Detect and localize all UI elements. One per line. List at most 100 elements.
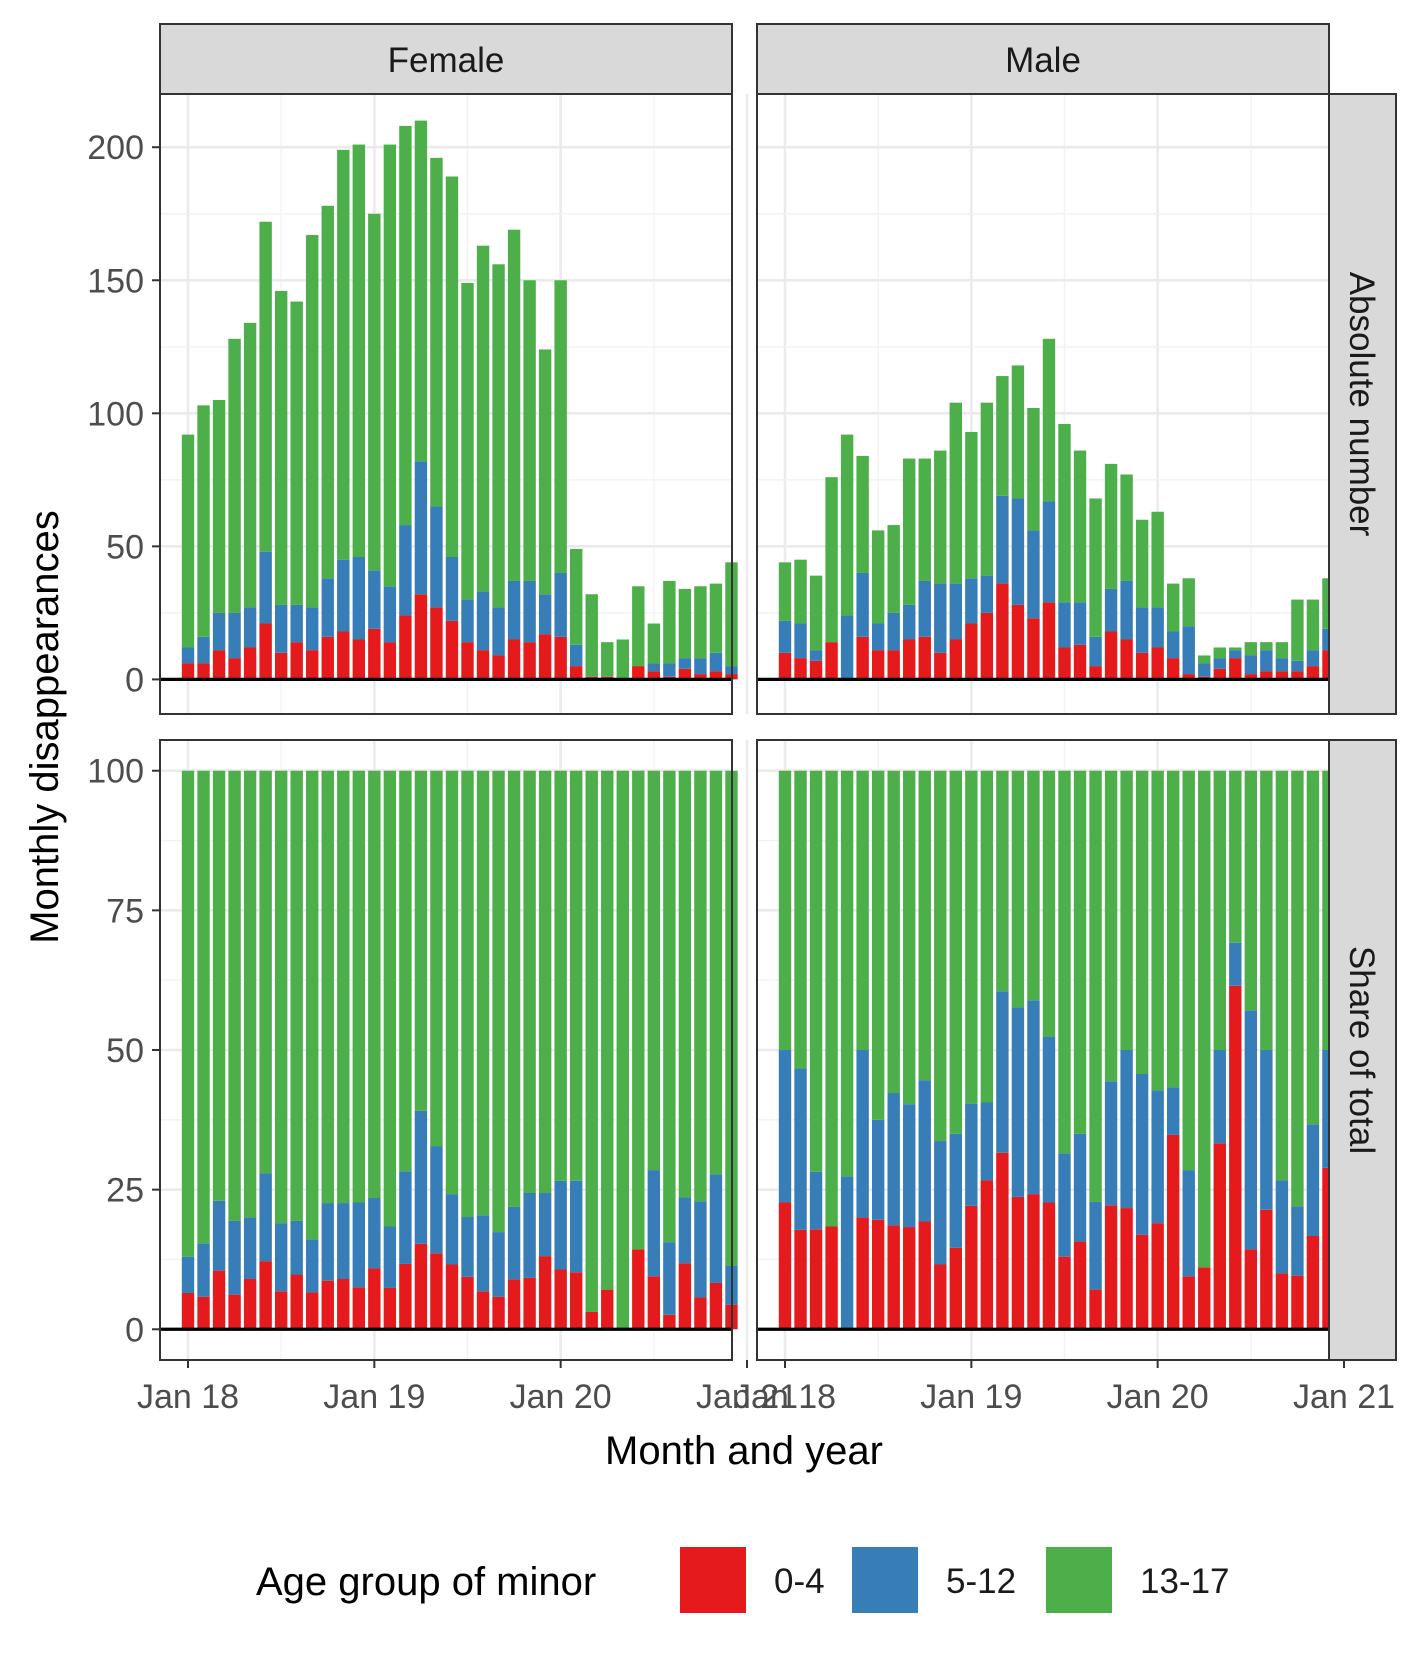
bar-segment-5-12: [1306, 650, 1320, 667]
bar-segment-0-4: [903, 1227, 916, 1330]
bar-segment-13-17: [368, 213, 381, 571]
bar-segment-5-12: [414, 461, 428, 595]
bar-segment-5-12: [678, 1197, 692, 1264]
bar-segment-0-4: [918, 1221, 931, 1330]
bar-segment-13-17: [1151, 511, 1164, 608]
bar-segment-13-17: [1213, 770, 1226, 1050]
bar-segment-5-12: [1135, 607, 1149, 653]
bar-segment-5-12: [569, 644, 583, 667]
legend-item-13-17: 13-17: [1046, 1547, 1230, 1613]
bar-segment-0-4: [1011, 604, 1025, 680]
bar-segment-5-12: [430, 1146, 443, 1254]
bar-segment-0-4: [290, 642, 303, 680]
bar-segment-5-12: [337, 1203, 350, 1280]
x-tick-label: Jan 18: [734, 1378, 836, 1416]
bar-segment-0-4: [1244, 674, 1258, 680]
y-tick-label: 100: [87, 395, 144, 433]
bar-segment-0-4: [1229, 658, 1242, 680]
bar-segment-0-4: [492, 1296, 505, 1330]
bar-segment-13-17: [383, 144, 397, 587]
x-axis-title: Month and year: [605, 1429, 883, 1473]
bar-segment-5-12: [523, 1192, 536, 1278]
bar-segment-13-17: [228, 338, 241, 613]
bar-segment-0-4: [1291, 1275, 1304, 1330]
y-tick-label: 150: [87, 262, 144, 300]
bar-segment-13-17: [1182, 770, 1195, 1171]
bar-segment-13-17: [632, 586, 645, 667]
bar-segment-0-4: [934, 652, 947, 680]
bar-segment-0-4: [1058, 1256, 1071, 1330]
bar-segment-13-17: [1260, 642, 1273, 651]
bar-segment-13-17: [306, 235, 319, 608]
bar-segment-0-4: [694, 674, 707, 680]
bar-segment-5-12: [1011, 1007, 1025, 1197]
bar-segment-0-4: [778, 652, 792, 680]
bar-segment-5-12: [1151, 1090, 1164, 1224]
bar-segment-5-12: [1291, 1206, 1304, 1276]
bar-segment-13-17: [243, 322, 257, 608]
bar-segment-5-12: [949, 583, 963, 640]
bar-segment-13-17: [507, 770, 521, 1207]
bar-segment-0-4: [181, 1292, 195, 1330]
bar-segment-13-17: [554, 770, 567, 1181]
bar-segment-5-12: [1089, 636, 1102, 667]
bar-segment-0-4: [274, 1291, 288, 1330]
bar-segment-0-4: [569, 666, 583, 680]
strip-label: Male: [1005, 41, 1081, 80]
bar-segment-13-17: [259, 770, 272, 1174]
bar-segment-0-4: [601, 1289, 614, 1330]
bar-segment-13-17: [709, 770, 723, 1175]
facet-strip-row-share: Share of total: [1328, 739, 1397, 1361]
bar-segment-0-4: [368, 1268, 381, 1330]
bar-segment-13-17: [492, 264, 505, 608]
bar-segment-5-12: [840, 1176, 854, 1330]
bar-segment-5-12: [809, 1171, 823, 1230]
bar-segment-0-4: [694, 1297, 707, 1330]
bar-segment-5-12: [476, 591, 490, 651]
bar-segment-5-12: [259, 551, 272, 624]
bar-segment-5-12: [523, 580, 536, 643]
bar-segment-0-4: [825, 1226, 838, 1330]
bar-segment-5-12: [1135, 1074, 1149, 1235]
bar-segment-5-12: [903, 604, 916, 640]
strip-label: Share of total: [1342, 946, 1381, 1154]
bar-segment-0-4: [1275, 671, 1289, 680]
bar-segment-13-17: [538, 770, 552, 1193]
bar-segment-0-4: [1229, 985, 1242, 1330]
bar-segment-0-4: [538, 634, 552, 680]
bar-segment-0-4: [1244, 1249, 1258, 1330]
bar-segment-5-12: [871, 1119, 885, 1220]
bar-segment-0-4: [445, 620, 459, 680]
bar-segment-5-12: [492, 1232, 505, 1297]
bar-segment-0-4: [337, 631, 350, 680]
bar-segment-5-12: [507, 1206, 521, 1280]
bar-segment-13-17: [871, 770, 885, 1120]
bar-segment-13-17: [306, 770, 319, 1240]
bar-segment-5-12: [778, 1050, 792, 1203]
bar-segment-5-12: [678, 658, 692, 669]
y-tick-label: 75: [106, 892, 144, 930]
bar-segment-5-12: [414, 1110, 428, 1244]
bar-segment-0-4: [678, 1263, 692, 1330]
bar-segment-0-4: [1073, 1241, 1087, 1330]
bar-segment-0-4: [368, 628, 381, 680]
bar-segment-0-4: [430, 1253, 443, 1330]
bar-segment-5-12: [538, 1192, 552, 1257]
bar-segment-5-12: [709, 652, 723, 672]
bar-segment-0-4: [414, 1243, 428, 1330]
strip-background: [159, 23, 733, 95]
bar-segment-0-4: [1151, 647, 1164, 680]
bar-segment-0-4: [1275, 1273, 1289, 1330]
bar-segment-5-12: [383, 1226, 397, 1288]
bar-segment-5-12: [212, 1200, 226, 1271]
panel-female-absolute: [159, 93, 749, 715]
bar-segment-13-17: [399, 770, 412, 1172]
bar-segment-13-17: [1166, 770, 1180, 1088]
bar-segment-13-17: [290, 770, 303, 1221]
bar-segment-0-4: [476, 650, 490, 680]
bar-segment-0-4: [1135, 652, 1149, 680]
strip-background: [1328, 93, 1397, 715]
bar-segment-13-17: [1120, 770, 1133, 1050]
bar-segment-0-4: [321, 636, 334, 680]
bar-segment-0-4: [383, 642, 397, 680]
